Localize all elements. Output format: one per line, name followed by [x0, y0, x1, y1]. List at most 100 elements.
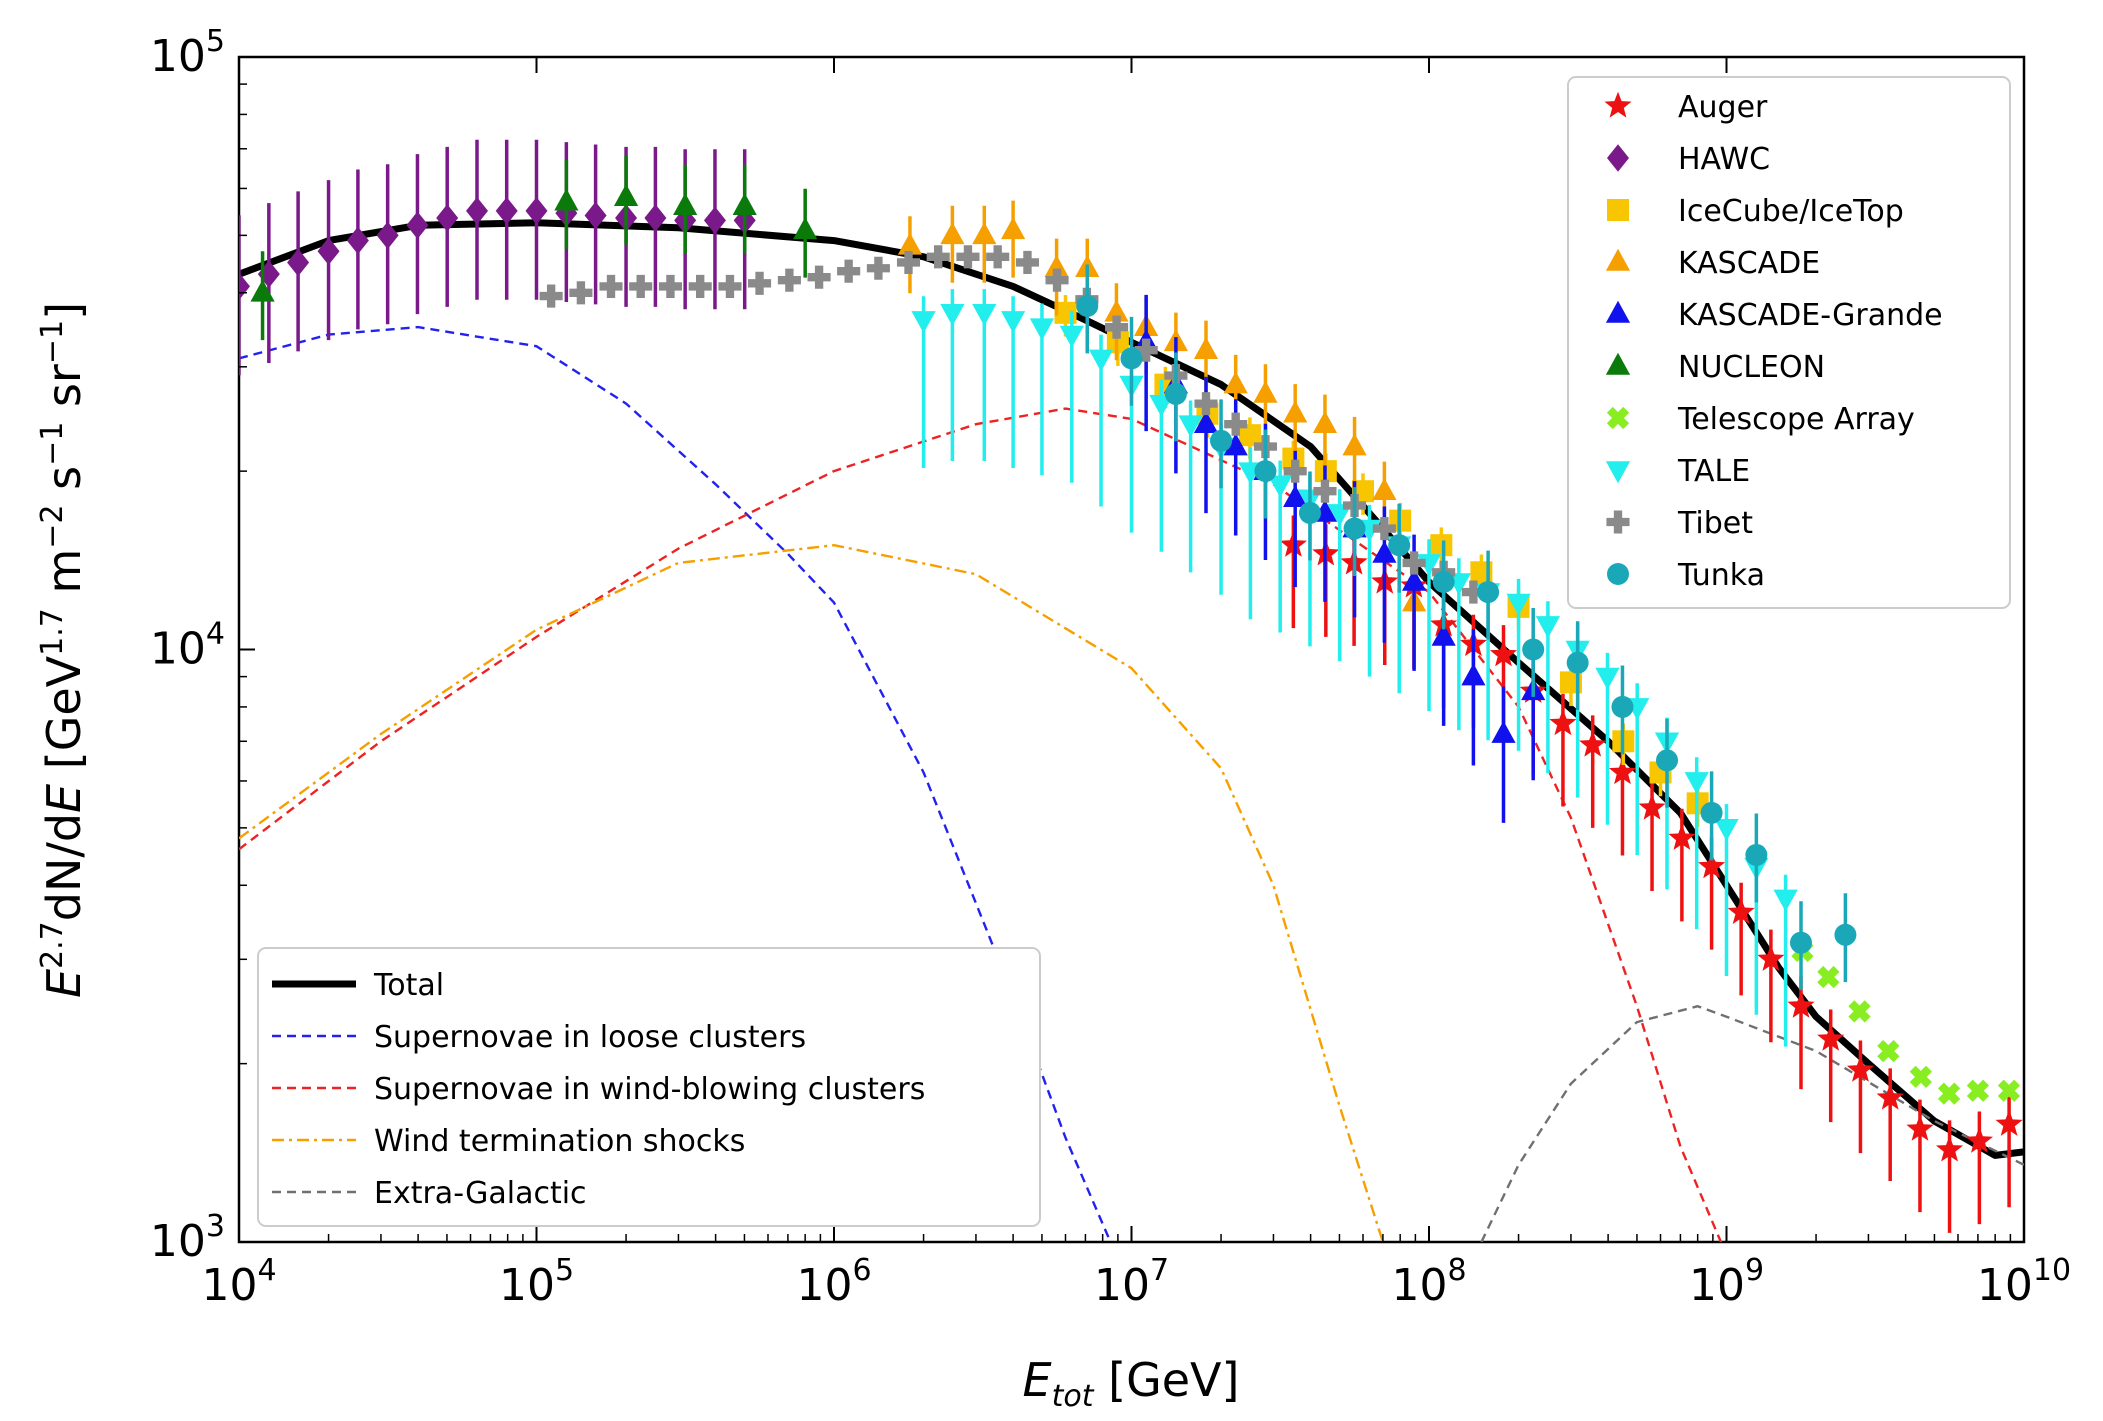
data-point	[1773, 889, 1798, 912]
data-point	[1491, 720, 1516, 743]
data-point	[940, 304, 965, 327]
legend-marker	[1607, 199, 1629, 221]
legend-marker	[1605, 300, 1631, 323]
legend-label: Supernovae in loose clusters	[374, 1020, 806, 1055]
x-tick-label: 108	[1391, 1253, 1466, 1311]
data-point	[1608, 758, 1637, 785]
legend-label: Tibet	[1677, 506, 1753, 541]
legend-label: NUCLEON	[1678, 350, 1825, 385]
data-point	[495, 197, 518, 225]
data-point	[1343, 517, 1366, 540]
data-point	[972, 304, 997, 327]
data-point	[1714, 819, 1739, 842]
data-point	[673, 192, 698, 215]
legend-label: Wind termination shocks	[374, 1124, 745, 1159]
data-point	[1254, 460, 1277, 483]
data-point	[1684, 772, 1709, 795]
data-point	[250, 279, 275, 302]
data-point	[986, 245, 1010, 269]
legend-series: Auger HAWC IceCube/IceTop KASCADE KASCADE-Gr…	[1567, 76, 2011, 609]
data-point	[539, 284, 563, 308]
data-point	[1997, 1079, 2021, 1102]
data-point	[793, 217, 818, 240]
data-point	[1522, 638, 1545, 661]
data-point	[1846, 1055, 1874, 1082]
data-point	[1506, 593, 1531, 616]
legend-marker	[1605, 461, 1631, 484]
x-axis-title: Etot [GeV]	[1023, 1353, 1240, 1414]
data-point	[747, 271, 772, 295]
data-point	[1566, 651, 1589, 674]
x-tick-label: 1010	[1977, 1253, 2071, 1311]
data-point	[807, 265, 831, 289]
data-point	[1223, 433, 1248, 456]
data-point	[1817, 965, 1840, 989]
data-point	[1059, 325, 1084, 348]
data-point	[554, 188, 579, 211]
x-tick-label: 105	[499, 1253, 574, 1311]
data-point	[287, 248, 310, 277]
data-point	[1372, 478, 1397, 501]
data-point	[866, 256, 890, 280]
y-tick-label: 104	[150, 617, 225, 675]
data-point	[897, 232, 923, 255]
data-point	[1134, 338, 1158, 362]
data-point	[1477, 581, 1500, 604]
data-point	[1876, 1083, 1904, 1110]
data-point	[1995, 1110, 2023, 1136]
data-point	[1848, 1000, 1871, 1023]
legend-marker	[1606, 510, 1630, 534]
data-point	[703, 206, 726, 235]
legend-marker	[1607, 563, 1629, 585]
data-point	[1877, 1039, 1900, 1063]
data-point	[613, 183, 639, 206]
data-point	[1401, 568, 1427, 591]
data-point	[1372, 517, 1396, 541]
data-point	[525, 197, 548, 225]
data-point	[1489, 640, 1518, 667]
data-point	[1044, 255, 1069, 278]
data-point	[1937, 1082, 1961, 1105]
data-point	[1432, 570, 1455, 593]
legend-label: Total	[373, 968, 444, 1003]
legend-marker	[1607, 144, 1629, 172]
legend-label: KASCADE	[1678, 246, 1820, 281]
data-point	[629, 274, 653, 298]
data-point	[1790, 931, 1812, 954]
data-point	[732, 192, 757, 215]
data-point	[1834, 923, 1857, 946]
data-point	[1461, 580, 1485, 604]
legend-label: Extra-Galactic	[374, 1176, 587, 1211]
data-point	[972, 222, 997, 245]
y-tick-label: 103	[150, 1209, 225, 1267]
data-point	[569, 281, 593, 305]
legend-label: Tunka	[1677, 558, 1765, 593]
curve-extra-galactic	[1480, 1005, 2024, 1242]
series-nucleon	[250, 155, 818, 341]
data-point	[406, 211, 429, 240]
legend-marker	[1605, 352, 1631, 375]
data-point	[1549, 709, 1577, 736]
data-point	[436, 204, 459, 232]
data-point	[1298, 501, 1321, 524]
legend-marker	[1604, 91, 1632, 118]
data-point	[584, 201, 607, 230]
data-point	[1638, 793, 1666, 820]
x-tick-label: 106	[796, 1253, 871, 1311]
data-point	[376, 221, 399, 250]
data-point	[896, 250, 921, 275]
legend-series-box	[1567, 76, 2011, 609]
data-point	[1535, 616, 1561, 639]
legend-curves-box	[257, 947, 1041, 1227]
data-point	[1105, 315, 1129, 339]
data-point	[1104, 299, 1129, 322]
curve-supernovae-in-loose-clusters	[239, 325, 1112, 1242]
data-point	[1611, 695, 1634, 718]
x-tick-label: 109	[1689, 1253, 1764, 1311]
y-tick-label: 105	[150, 24, 225, 82]
data-point	[1430, 534, 1453, 557]
legend-curves: Total Supernovae in loose clusters Superno…	[257, 947, 1041, 1227]
data-point	[1088, 349, 1114, 372]
data-point	[1372, 540, 1397, 563]
data-point	[911, 311, 936, 334]
